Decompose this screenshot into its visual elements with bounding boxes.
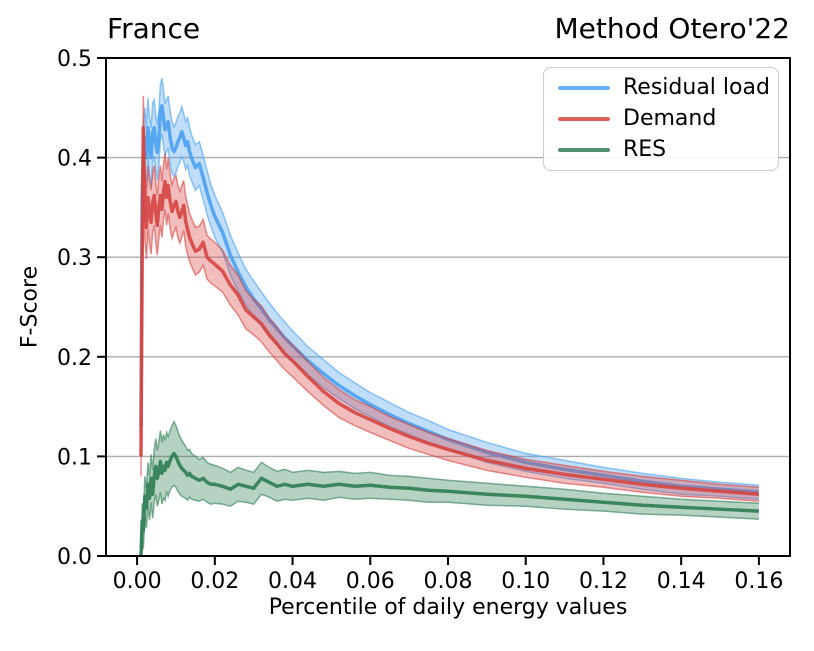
demand-band-lower-edge [140,159,759,502]
legend-label: Residual load [623,75,770,101]
y-tick-label: 0.4 [57,147,92,172]
demand-legend-line [558,116,610,121]
y-tick-label: 0.3 [57,246,92,271]
plot-title-left: France [107,12,201,45]
y-axis-label: F-Score [17,265,43,349]
plot-title-right: Method Otero'22 [554,12,790,45]
residual-load-legend-line [558,86,610,91]
legend: Residual load Demand RES [543,67,779,171]
demand-line [139,125,760,496]
y-tick-label: 0.0 [57,545,92,570]
res-legend-line [558,147,610,152]
res-band [140,421,759,556]
x-tick-label: 0.14 [657,569,706,594]
residual-load-band-lower-edge [140,133,759,500]
res-line [139,451,759,556]
x-tick-label: 0.00 [113,569,162,594]
legend-entry-demand: Demand [544,105,778,131]
legend-entry-residual-load: Residual load [544,77,778,99]
legend-label: RES [623,136,667,162]
x-tick-label: 0.08 [424,569,473,594]
x-tick-label: 0.02 [190,569,239,594]
y-tick-label: 0.1 [57,445,92,470]
x-tick-label: 0.12 [579,569,628,594]
demand-band-upper-edge [140,95,759,489]
res-band-upper-edge [140,419,759,553]
y-tick-label: 0.5 [57,47,92,72]
x-tick-label: 0.04 [268,569,317,594]
residual-load-band-upper-edge [140,77,759,487]
legend-label: Demand [623,105,717,131]
residual-load-line [139,104,760,495]
res-band-lower-edge [140,484,759,556]
x-tick-label: 0.16 [734,569,783,594]
x-tick-label: 0.06 [346,569,395,594]
legend-entry-res: RES [544,136,778,162]
x-axis-label: Percentile of daily energy values [268,595,628,620]
x-tick-label: 0.10 [501,569,550,594]
y-tick-label: 0.2 [57,346,92,371]
